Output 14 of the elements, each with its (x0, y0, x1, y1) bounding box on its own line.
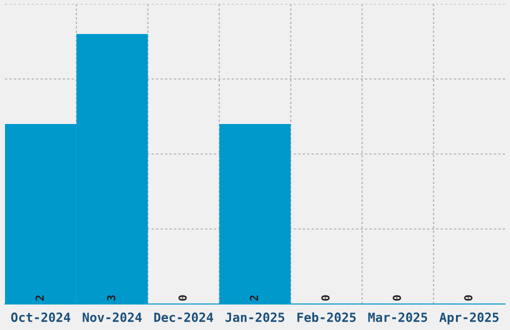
x-tick-label: Mar-2025 (368, 312, 428, 322)
data-label: 3 (106, 295, 116, 301)
x-tick-label: Feb-2025 (297, 312, 356, 322)
x-tick-label: Apr-2025 (439, 312, 499, 324)
x-tick-label: Nov-2024 (82, 312, 142, 322)
data-label: 2 (250, 296, 258, 301)
data-label: 2 (36, 296, 44, 301)
data-label: 0 (392, 295, 402, 301)
data-label: 0 (178, 295, 187, 301)
data-label: 0 (321, 295, 330, 301)
x-tick-label: Oct-2024 (11, 312, 70, 322)
x-tick-label: Dec-2024 (154, 312, 214, 322)
x-tick-label: Jan-2025 (226, 312, 284, 322)
data-label: 0 (464, 295, 473, 301)
